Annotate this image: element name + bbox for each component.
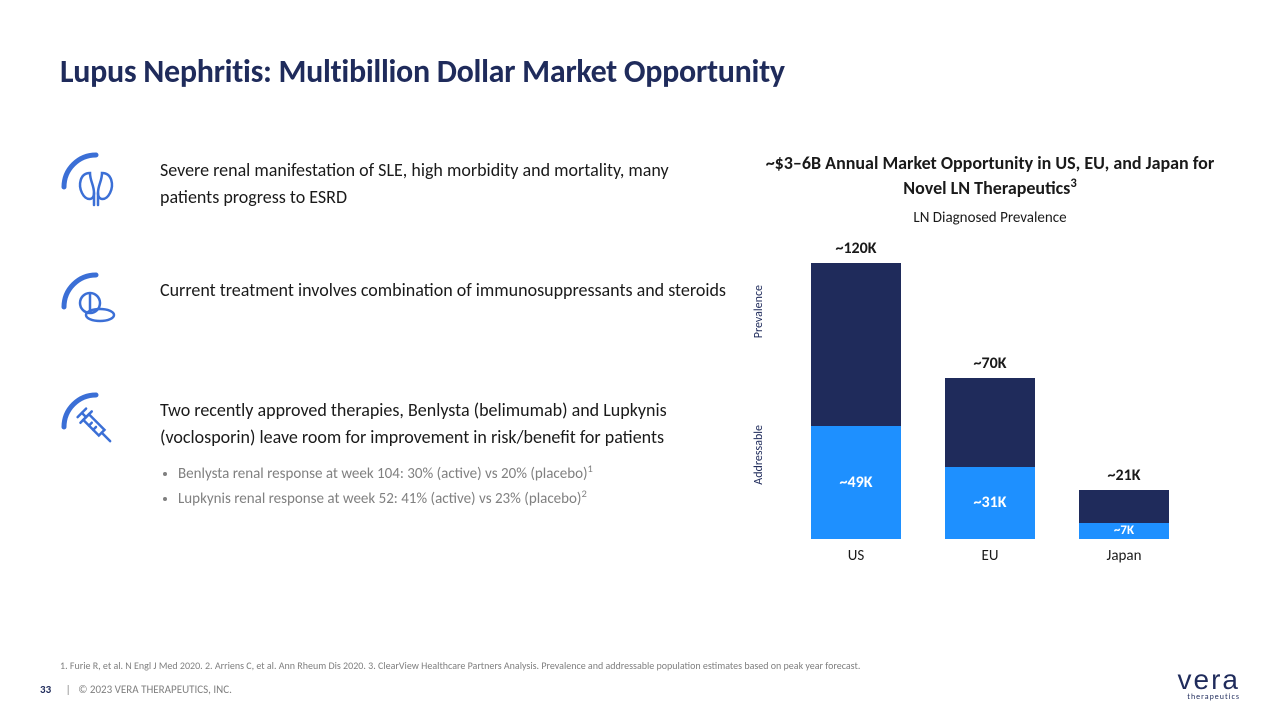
sub-bullet: Benlysta renal response at week 104: 30%… [178,461,730,486]
bar-group-us: ~120K~49K US [811,263,901,565]
bar-wrap: ~120K~49K [811,263,901,539]
bar-segment-prevalence [945,378,1035,468]
kidney-icon [60,151,132,223]
bar-segment-addressable: ~49K [811,426,901,539]
bar-addressable-label: ~7K [1114,523,1134,538]
chart-subtitle: LN Diagnosed Prevalence [760,209,1220,227]
axis-label-prevalence: Prevalence [752,285,766,338]
right-column: ~$3–6B Annual Market Opportunity in US, … [760,151,1220,565]
pills-icon [60,271,132,343]
bar-segment-prevalence [1079,490,1169,522]
info-text: Two recently approved therapies, Benlyst… [160,391,730,512]
chart-title: ~$3–6B Annual Market Opportunity in US, … [760,151,1220,201]
page-number: 33 [40,683,51,696]
bar-wrap: ~70K~31K [945,378,1035,539]
bar-chart: Prevalence Addressable ~120K~49KUS~70K~3… [760,245,1220,565]
syringe-icon [60,391,132,463]
info-text: Severe renal manifestation of SLE, high … [160,151,730,211]
bar-group-japan: ~21K~7K Japan [1079,490,1169,564]
info-block: Two recently approved therapies, Benlyst… [60,391,730,512]
footer: 33 | © 2023 VERA THERAPEUTICS, INC. [40,683,232,696]
bar-category-label: EU [982,547,999,565]
info-block: Current treatment involves combination o… [60,271,730,343]
content-row: Severe renal manifestation of SLE, high … [60,151,1220,565]
bar-total-label: ~21K [1079,466,1169,485]
bar-wrap: ~21K~7K [1079,490,1169,538]
sub-bullets: Benlysta renal response at week 104: 30%… [160,461,730,512]
bar-segment-prevalence [811,263,901,426]
bar-addressable-label: ~49K [840,473,873,492]
info-text: Current treatment involves combination o… [160,271,726,304]
bar-total-label: ~70K [945,354,1035,373]
slide: Lupus Nephritis: Multibillion Dollar Mar… [0,0,1280,720]
logo-subtext: therapeutics [1178,692,1240,702]
left-column: Severe renal manifestation of SLE, high … [60,151,760,565]
copyright: © 2023 VERA THERAPEUTICS, INC. [78,683,232,696]
bar-total-label: ~120K [811,239,901,258]
slide-title: Lupus Nephritis: Multibillion Dollar Mar… [60,52,1220,91]
bar-segment-addressable: ~7K [1079,523,1169,539]
bar-addressable-label: ~31K [974,493,1007,512]
bar-category-label: US [848,547,865,565]
info-block: Severe renal manifestation of SLE, high … [60,151,730,223]
bar-segment-addressable: ~31K [945,467,1035,538]
axis-label-addressable: Addressable [752,425,766,485]
footer-divider: | [66,683,76,696]
sub-bullet: Lupkynis renal response at week 52: 41% … [178,486,730,511]
footnotes: 1. Furie R, et al. N Engl J Med 2020. 2.… [60,659,860,672]
logo: vera therapeutics [1178,664,1240,702]
bar-category-label: Japan [1107,547,1142,565]
bar-group-eu: ~70K~31K EU [945,378,1035,565]
